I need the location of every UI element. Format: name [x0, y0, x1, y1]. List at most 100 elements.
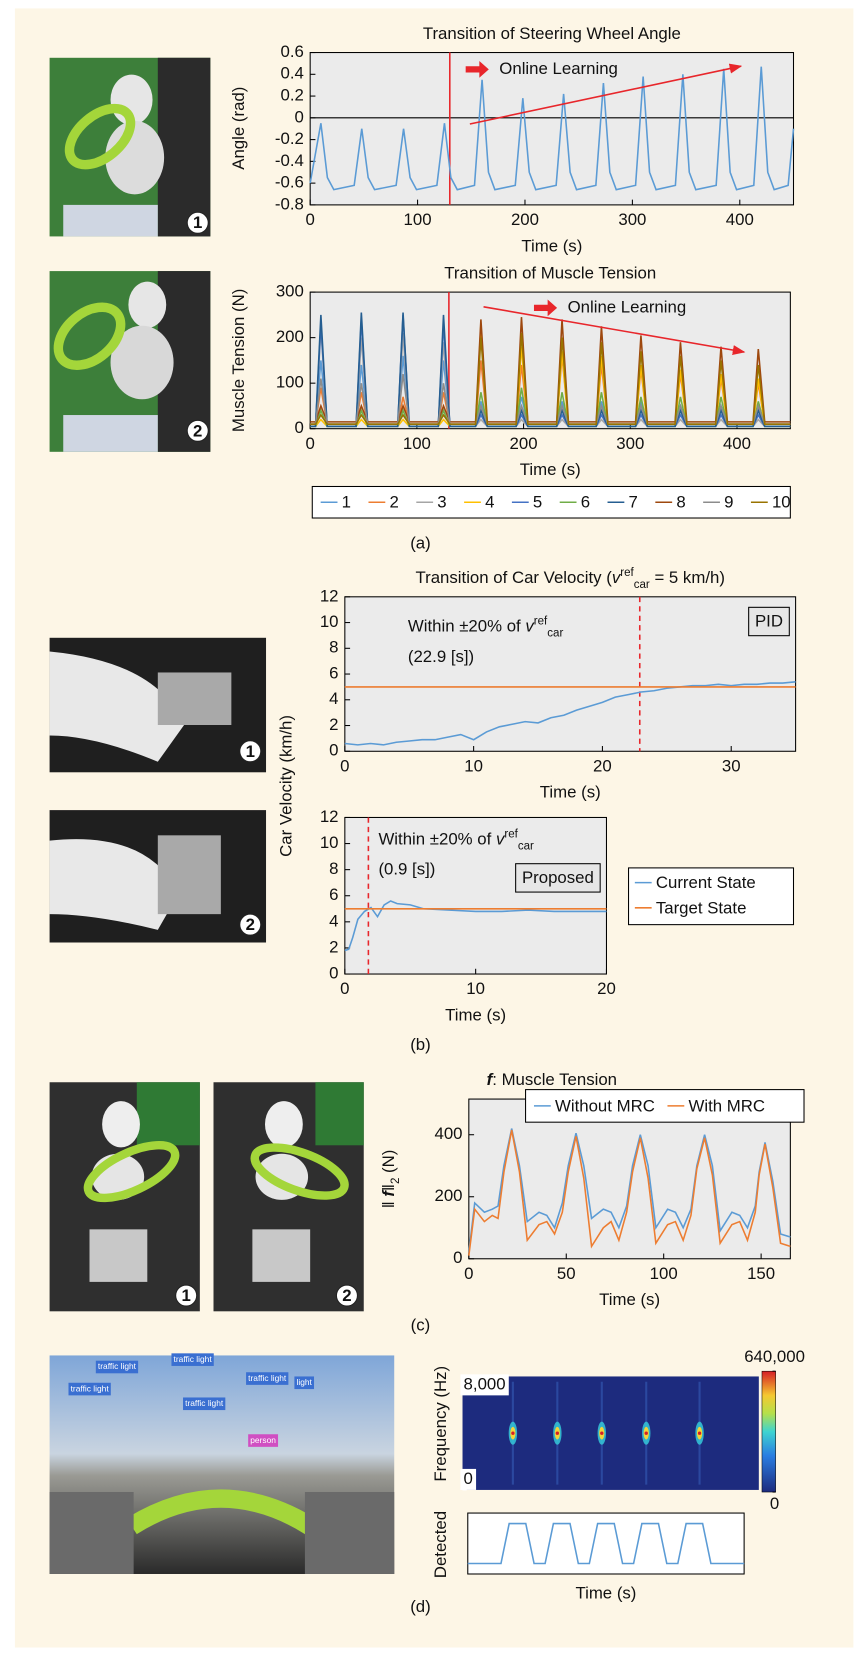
- series-line: [309, 66, 795, 191]
- text-part: v: [525, 617, 535, 636]
- trend-arrow: [469, 63, 743, 125]
- plot-area: [344, 816, 607, 975]
- detection-box: [246, 1372, 289, 1385]
- y-tick-label: 0.2: [281, 86, 304, 105]
- legend-label: Without MRC: [555, 1096, 655, 1115]
- legend-label: With MRC: [688, 1096, 765, 1115]
- plot-area: [467, 1512, 745, 1575]
- x-tick-label: 0: [305, 210, 314, 229]
- detection-box: [248, 1434, 279, 1447]
- result: (22.9 [s]): [408, 647, 474, 666]
- spectral-peak: [644, 1431, 648, 1435]
- x-tick-label: 400: [726, 210, 754, 229]
- detection-label: traffic light: [98, 1361, 137, 1371]
- series-line: [467, 1522, 745, 1565]
- y-tick-label: 2: [329, 937, 338, 956]
- y-tick-label: 12: [320, 586, 339, 605]
- x-tick-label: 20: [597, 979, 616, 998]
- badge-label: 2: [193, 421, 202, 440]
- series-line: [468, 1128, 791, 1253]
- text-part: Within ±20% of: [408, 617, 526, 636]
- badge-label: 2: [246, 915, 255, 934]
- y-tick-label: 0: [453, 1248, 462, 1267]
- result: (0.9 [s]): [378, 859, 435, 878]
- text-part: 2: [390, 1178, 402, 1184]
- series-line: [344, 900, 607, 952]
- detection-label: traffic light: [71, 1383, 110, 1393]
- legend-label: 6: [581, 493, 590, 512]
- detection-label: light: [297, 1377, 313, 1387]
- x-tick-label: 100: [403, 434, 431, 453]
- panel-caption: (b): [410, 1035, 431, 1054]
- y-tick-label: 4: [329, 689, 338, 708]
- x-tick-label: 20: [593, 756, 612, 775]
- badge: [186, 211, 209, 234]
- y-tick-label: 8: [329, 638, 338, 657]
- y-tick-label: 6: [329, 663, 338, 682]
- x-axis-label: Time (s): [445, 1005, 506, 1024]
- spectral-peak: [697, 1431, 702, 1435]
- legend-box: [525, 1089, 805, 1123]
- y-tick-label: -0.2: [275, 129, 304, 148]
- x-tick-label: 10: [466, 979, 485, 998]
- text-part: : Muscle Tension: [492, 1071, 617, 1090]
- y-tick-label: 6: [329, 885, 338, 904]
- badge-label: 1: [246, 742, 255, 761]
- series-line: [310, 333, 791, 425]
- text-part: Transition of Car Velocity (: [415, 568, 612, 587]
- y-tick-label: 0: [295, 418, 304, 437]
- chart-title: Transition of Muscle Tension: [444, 264, 656, 283]
- badge: [175, 1284, 198, 1307]
- x-axis-label: Time (s): [540, 783, 601, 802]
- x-tick-label: 300: [618, 210, 646, 229]
- legend-label: 3: [437, 493, 446, 512]
- plot-area: [468, 1098, 791, 1260]
- y-tick-label: 0: [329, 963, 338, 982]
- y-tick-label: 10: [320, 833, 339, 852]
- y-tick-label: 300: [276, 282, 304, 301]
- y-tick-label: 200: [276, 327, 304, 346]
- label-box: [515, 863, 601, 893]
- text-part: f: [379, 1190, 398, 1197]
- box-label: PID: [755, 611, 783, 630]
- note: Within ±20% of vrefcar: [408, 615, 564, 639]
- text-part: Within ±20% of: [378, 830, 496, 849]
- text-part: v: [612, 568, 622, 587]
- legend-label: 2: [389, 493, 398, 512]
- text-part: car: [634, 579, 650, 591]
- text-part: v: [496, 830, 506, 849]
- panel-caption: (a): [410, 534, 431, 553]
- detection-label: traffic light: [248, 1373, 287, 1383]
- detection-box: [294, 1376, 315, 1390]
- x-tick-label: 0: [340, 979, 349, 998]
- plot-area: [344, 596, 797, 752]
- x-tick-label: 100: [650, 1264, 678, 1283]
- x-axis-label: Time (s): [521, 236, 582, 255]
- chart-title: Transition of Steering Wheel Angle: [423, 24, 681, 43]
- x-tick-label: 0: [305, 434, 314, 453]
- x-tick-label: 200: [511, 210, 539, 229]
- trend-arrow: [483, 306, 746, 356]
- x-tick-label: 0: [340, 756, 349, 775]
- note: Within ±20% of vrefcar: [378, 829, 534, 853]
- y-tick-label: 4: [329, 911, 338, 930]
- panel-caption: (c): [411, 1315, 431, 1334]
- detection-label: person: [250, 1435, 276, 1445]
- y-axis-label: Car Velocity (km/h): [276, 715, 295, 857]
- y-tick-label: 0.4: [281, 64, 304, 83]
- legend-label: Current State: [656, 873, 756, 892]
- text-part: ref: [534, 615, 548, 627]
- y-tick-label: -0.8: [275, 194, 304, 213]
- text-part: ref: [620, 567, 634, 579]
- y-tick-label: 0: [295, 107, 304, 126]
- series-line: [344, 681, 796, 746]
- box-label: Proposed: [522, 868, 594, 887]
- y-tick-label: -0.6: [275, 173, 304, 192]
- x-tick-label: 200: [510, 434, 538, 453]
- annotation-icon: [533, 299, 558, 317]
- panel-caption: (d): [410, 1597, 431, 1616]
- badge: [335, 1284, 358, 1307]
- spectral-peak: [511, 1431, 515, 1435]
- photo: [49, 637, 267, 773]
